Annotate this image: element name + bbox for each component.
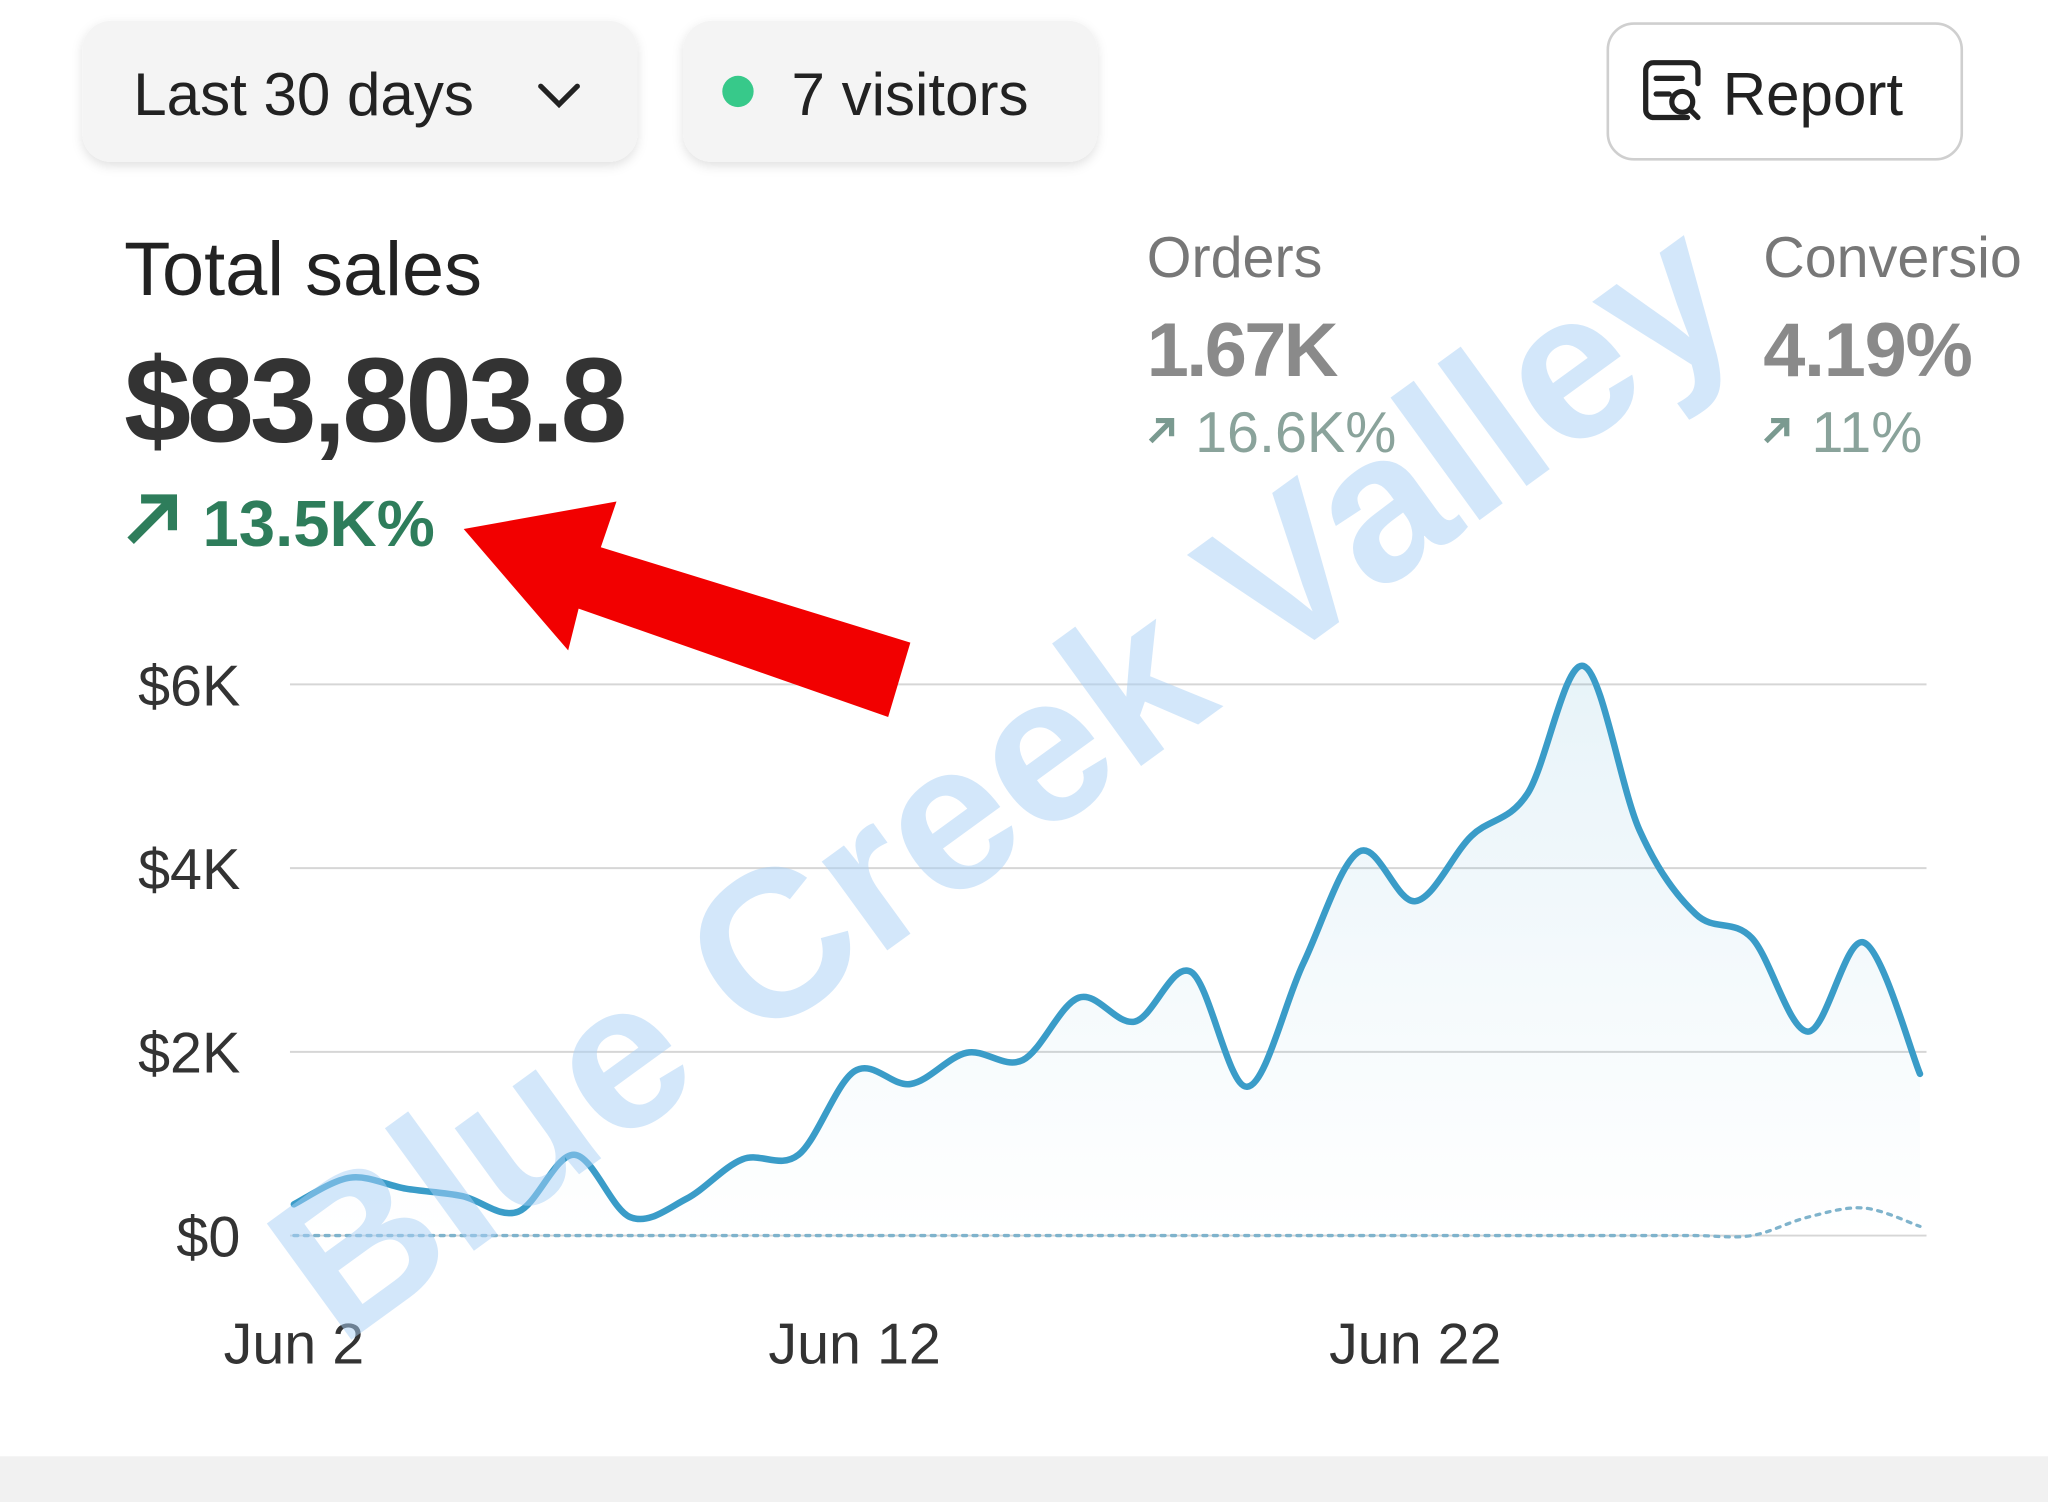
metric-label: Total sales bbox=[124, 227, 482, 312]
y-tick-label: $4K bbox=[138, 838, 240, 902]
metric-value: 4.19% bbox=[1763, 308, 1971, 393]
visitors-label: 7 visitors bbox=[792, 61, 1029, 128]
up-arrow-icon bbox=[1148, 417, 1175, 444]
metric-value: $83,803.8 bbox=[124, 333, 624, 467]
y-tick-label: $6K bbox=[138, 654, 240, 718]
period-button-bg bbox=[82, 20, 638, 162]
red-arrow bbox=[463, 501, 911, 718]
live-dot bbox=[722, 75, 754, 108]
metric-change: 11% bbox=[1812, 401, 1923, 465]
bottom-band bbox=[0, 1456, 2048, 1502]
up-arrow-icon bbox=[127, 494, 178, 544]
sales-line bbox=[290, 662, 1924, 1223]
chevron-icon bbox=[538, 83, 580, 109]
period-label: Last 30 days bbox=[133, 61, 474, 128]
period-button[interactable]: Last 30 days bbox=[82, 20, 638, 162]
y-tick-label: $0 bbox=[176, 1205, 240, 1269]
x-tick-label: Jun 22 bbox=[1329, 1313, 1502, 1377]
report-button-bg bbox=[1606, 22, 1964, 161]
metric-change: 16.6K% bbox=[1195, 401, 1396, 465]
up-arrow-icon bbox=[1764, 417, 1790, 444]
x-tick-label: Jun 2 bbox=[224, 1313, 365, 1377]
report-icon bbox=[1643, 60, 1701, 121]
visitors-button[interactable]: 7 visitors bbox=[683, 20, 1098, 162]
visitors-button-bg bbox=[683, 20, 1098, 162]
metric-change: 13.5K% bbox=[202, 487, 434, 560]
sales-chart: $0 $2K $4K $6K Jun 2 Jun 12 Jun 22 bbox=[138, 654, 1927, 1377]
area-fill bbox=[293, 665, 1920, 1236]
x-tick-label: Jun 12 bbox=[768, 1313, 941, 1377]
report-label: Report bbox=[1723, 61, 1904, 128]
metric-label: Conversio bbox=[1763, 226, 2022, 290]
y-tick-label: $2K bbox=[138, 1022, 240, 1086]
report-button[interactable]: Report bbox=[1606, 22, 1964, 161]
metric-label: Orders bbox=[1147, 226, 1323, 290]
metric-value: 1.67K bbox=[1147, 308, 1338, 393]
